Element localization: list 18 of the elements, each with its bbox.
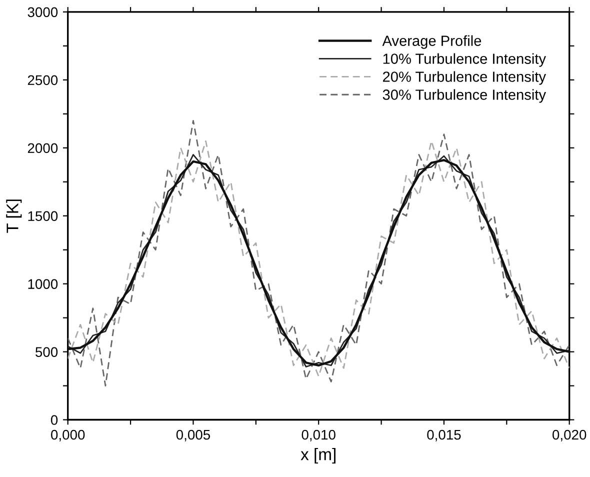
legend-label: 10% Turbulence Intensity	[383, 53, 546, 67]
y-tick-label: 1500	[28, 211, 58, 222]
y-tick-label: 2000	[28, 143, 58, 154]
x-tick-label: 0,000	[51, 430, 85, 442]
legend-label: 20% Turbulence Intensity	[383, 71, 546, 85]
y-tick-label: 2500	[28, 75, 58, 86]
legend-label: Average Profile	[382, 35, 482, 49]
y-tick-label: 3000	[28, 7, 58, 18]
y-axis-title: T [K]	[6, 200, 22, 233]
y-tick-label: 500	[36, 347, 58, 357]
legend-label: 30% Turbulence Intensity	[382, 89, 546, 103]
x-tick-label: 0,005	[176, 430, 210, 442]
x-tick-label: 0,020	[552, 430, 586, 442]
x-tick-label: 0,015	[427, 430, 461, 442]
y-tick-label: 1000	[28, 279, 58, 289]
x-tick-label: 0,010	[302, 430, 336, 442]
y-tick-label: 0	[50, 415, 58, 425]
x-axis-title: x [m]	[300, 448, 336, 464]
